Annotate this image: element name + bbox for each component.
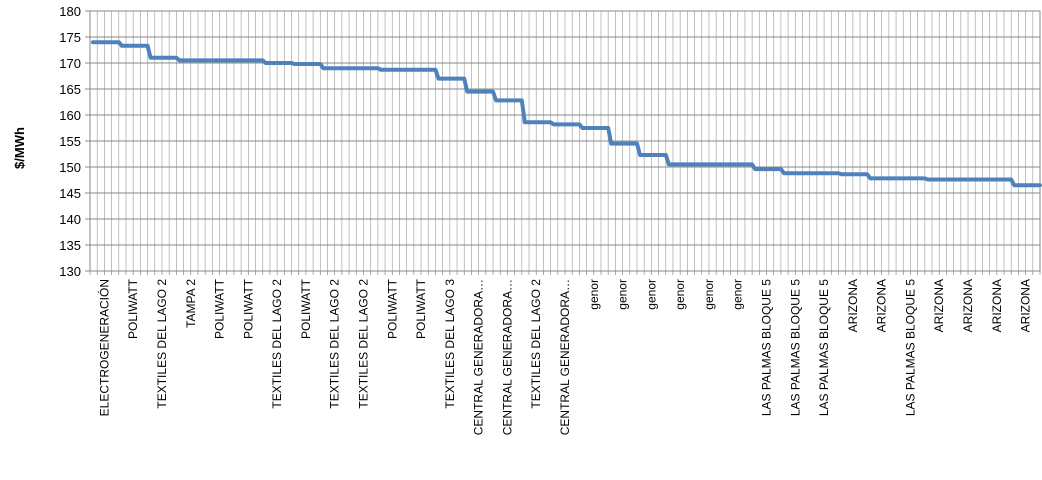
x-tick-label: POLIWATT bbox=[385, 278, 399, 339]
y-tick-label: 130 bbox=[59, 264, 81, 279]
x-tick-label: ARIZONA bbox=[1019, 279, 1033, 332]
x-tick-label: TEXTILES DEL LAGO 2 bbox=[155, 279, 169, 409]
x-tick-label: TEXTILES DEL LAGO 2 bbox=[270, 279, 284, 409]
x-tick-label: TEXTILES DEL LAGO 2 bbox=[529, 279, 543, 409]
x-tick-label: LAS PALMAS BLOQUE 5 bbox=[788, 279, 802, 416]
x-axis: ELECTROGENERACIÓN POLIWATT TEXTILES DEL LA… bbox=[89, 271, 1041, 435]
y-tick-label: 160 bbox=[59, 108, 81, 123]
series bbox=[91, 40, 1042, 188]
y-tick-label: 150 bbox=[59, 160, 81, 175]
x-tick-label: genor bbox=[587, 279, 601, 310]
x-tick-label: ARIZONA bbox=[961, 279, 975, 332]
x-tick-label: genor bbox=[644, 279, 658, 310]
x-tick-label: POLIWATT bbox=[241, 278, 255, 339]
x-tick-label: POLIWATT bbox=[126, 278, 140, 339]
x-tick-label: LAS PALMAS BLOQUE 5 bbox=[760, 279, 774, 416]
y-tick-label: 140 bbox=[59, 212, 81, 227]
series-line bbox=[91, 40, 1042, 188]
y-tick-label: 170 bbox=[59, 56, 81, 71]
x-tick-label: TAMPA 2 bbox=[184, 279, 198, 328]
x-tick-label: genor bbox=[673, 279, 687, 310]
x-tick-label: LAS PALMAS BLOQUE 5 bbox=[903, 279, 917, 416]
y-tick-label: 145 bbox=[59, 186, 81, 201]
x-tick-label: CENTRAL GENERADORA… bbox=[558, 279, 572, 435]
y-axis-label: $/MWh bbox=[12, 127, 27, 169]
x-tick-label: POLIWATT bbox=[414, 278, 428, 339]
y-tick-label: 175 bbox=[59, 30, 81, 45]
x-tick-label: TEXTILES DEL LAGO 3 bbox=[443, 279, 457, 409]
x-tick-label: ARIZONA bbox=[990, 279, 1004, 332]
x-tick-label: TEXTILES DEL LAGO 2 bbox=[328, 279, 342, 409]
y-tick-label: 135 bbox=[59, 238, 81, 253]
x-tick-label: ARIZONA bbox=[846, 279, 860, 332]
grid bbox=[89, 10, 1041, 272]
y-tick-label: 165 bbox=[59, 82, 81, 97]
x-tick-label: ARIZONA bbox=[932, 279, 946, 332]
x-tick-label: CENTRAL GENERADORA… bbox=[500, 279, 514, 435]
x-tick-label: ARIZONA bbox=[875, 279, 889, 332]
x-tick-label: LAS PALMAS BLOQUE 5 bbox=[817, 279, 831, 416]
x-tick-label: POLIWATT bbox=[213, 278, 227, 339]
x-tick-label: genor bbox=[616, 279, 630, 310]
y-axis: 130 135 140 145 150 155 160 165 170 175 180 bbox=[59, 4, 90, 279]
x-tick-label: TEXTILES DEL LAGO 2 bbox=[356, 279, 370, 409]
x-tick-label: CENTRAL GENERADORA… bbox=[472, 279, 486, 435]
x-tick-label: ELECTROGENERACIÓN bbox=[96, 279, 111, 416]
y-tick-label: 155 bbox=[59, 134, 81, 149]
x-tick-label: genor bbox=[702, 279, 716, 310]
y-tick-label: 180 bbox=[59, 4, 81, 19]
x-tick-label: POLIWATT bbox=[299, 278, 313, 339]
x-tick-label: genor bbox=[731, 279, 745, 310]
